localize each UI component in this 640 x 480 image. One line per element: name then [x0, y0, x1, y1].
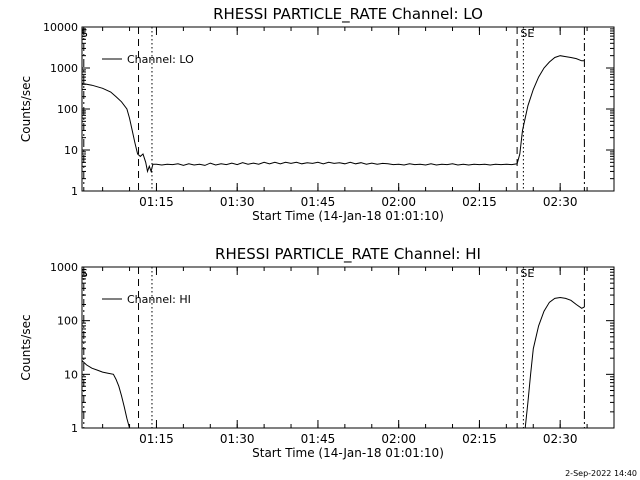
chart-title-lo: RHESSI PARTICLE_RATE Channel: LO	[213, 5, 483, 24]
legend-label: Channel: LO	[127, 53, 194, 66]
x-tick-label: 02:15	[462, 195, 497, 209]
chart-title-hi: RHESSI PARTICLE_RATE Channel: HI	[215, 245, 481, 264]
plot-frame	[81, 26, 615, 192]
x-tick-label: 01:15	[139, 432, 174, 446]
chart-panel-1: RHESSI PARTICLE_RATE Channel: HI 1 10 100 10…	[19, 245, 615, 460]
plot-date-stamp: 2-Sep-2022 14:40	[565, 469, 637, 478]
event-marker-label: SE	[520, 27, 534, 40]
x-tick-label: 02:15	[462, 432, 497, 446]
legend-label: Channel: HI	[127, 293, 191, 306]
y-tick-label: 100	[57, 103, 78, 116]
y-axis-label: Counts/sec	[19, 76, 33, 142]
event-marker-label: S	[81, 27, 88, 40]
y-tick-label: 1	[71, 422, 78, 435]
x-tick-label: 01:30	[220, 195, 255, 209]
event-marker-label: S	[81, 267, 88, 280]
y-tick-label: 10	[64, 144, 78, 157]
x-tick-label: 01:45	[301, 195, 336, 209]
x-tick-label: 01:30	[220, 432, 255, 446]
y-tick-label: 100	[57, 315, 78, 328]
y-tick-label: 10	[64, 368, 78, 381]
chart-panel-0: RHESSI PARTICLE_RATE Channel: LO 1 10 100 10…	[19, 5, 615, 223]
x-tick-label: 02:00	[381, 432, 416, 446]
plot-frame	[81, 266, 615, 429]
x-tick-label: 01:45	[301, 432, 336, 446]
x-tick-label: 02:00	[381, 195, 416, 209]
x-tick-label: 02:30	[543, 195, 578, 209]
y-tick-label: 1000	[50, 261, 78, 274]
event-marker-label: SE	[520, 267, 534, 280]
y-tick-label: 1	[71, 185, 78, 198]
y-tick-label: 1000	[50, 62, 78, 75]
x-tick-label: 01:15	[139, 195, 174, 209]
x-axis-label: Start Time (14-Jan-18 01:01:10)	[252, 446, 444, 460]
y-tick-label: 10000	[43, 21, 78, 34]
x-axis-label: Start Time (14-Jan-18 01:01:10)	[252, 209, 444, 223]
y-axis-label: Counts/sec	[19, 314, 33, 380]
series-line-lo	[81, 55, 585, 174]
series-line-hi	[81, 296, 585, 429]
x-tick-label: 02:30	[543, 432, 578, 446]
